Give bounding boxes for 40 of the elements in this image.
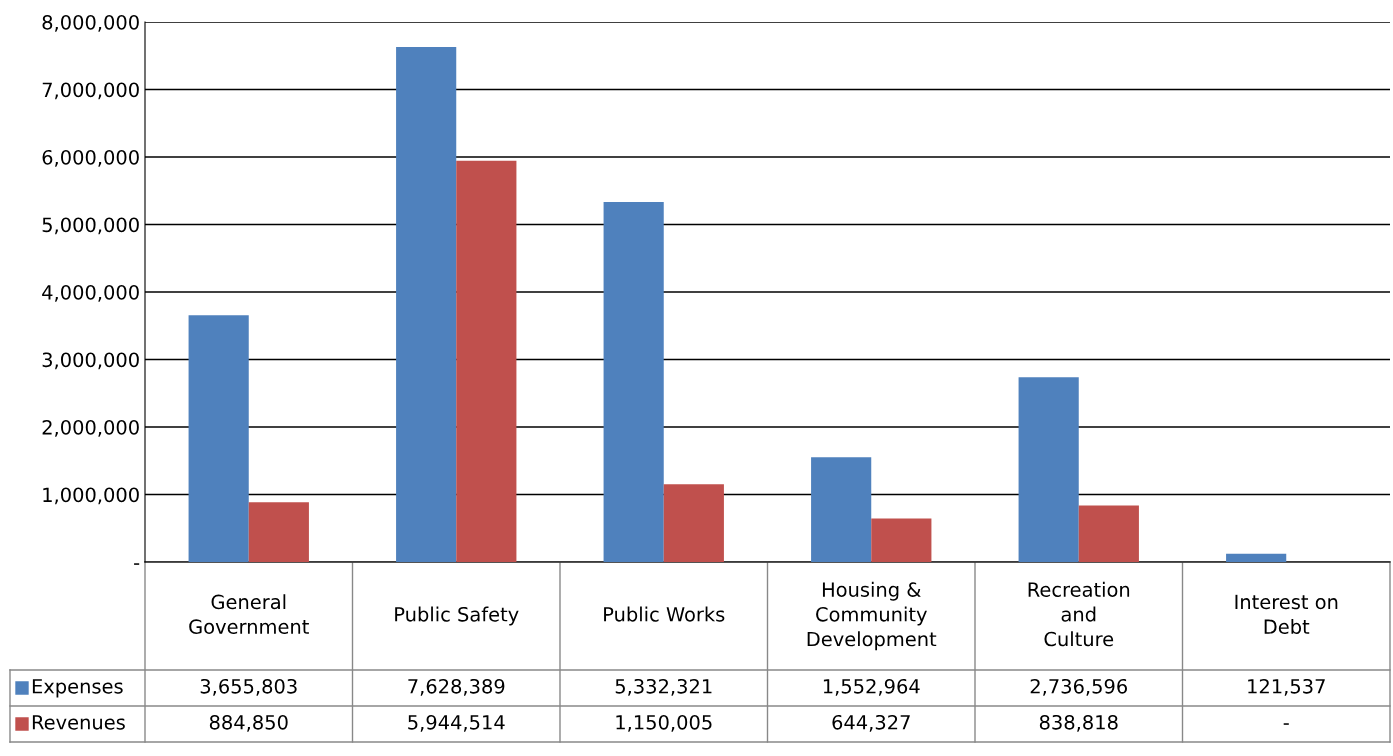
- y-tick-label: 4,000,000: [42, 284, 139, 302]
- data-label: 884,850: [209, 714, 288, 732]
- bar: [248, 502, 309, 562]
- y-tick-label: 5,000,000: [42, 217, 139, 235]
- data-label: -: [1283, 723, 1289, 725]
- x-tick-label: Recreation and Culture: [1028, 581, 1130, 647]
- x-tick-label: Housing & Community Development: [807, 581, 937, 651]
- bar: [603, 202, 664, 562]
- x-tick-label: Public Safety: [395, 606, 519, 626]
- data-label: 121,537: [1248, 678, 1325, 696]
- legend-label: Revenues: [32, 715, 125, 730]
- bar: [871, 518, 932, 562]
- y-tick-label: 2,000,000: [42, 419, 139, 437]
- data-label: 838,818: [1039, 714, 1118, 732]
- y-tick-label: 6,000,000: [42, 149, 139, 167]
- x-tick-label: Public Works: [604, 606, 725, 622]
- bar: [1226, 553, 1287, 562]
- data-label: 2,736,596: [1030, 678, 1128, 696]
- data-label: 644,327: [832, 714, 910, 732]
- bar: [188, 315, 249, 562]
- y-tick-label: 3,000,000: [42, 352, 139, 370]
- bar: [1078, 505, 1139, 562]
- y-tick-label: 7,000,000: [42, 82, 139, 100]
- data-label: 1,150,005: [616, 714, 712, 732]
- y-tick-label: 1,000,000: [43, 487, 139, 505]
- data-label: 5,944,514: [408, 714, 505, 732]
- bar: [811, 457, 872, 562]
- data-label: 5,332,321: [615, 678, 712, 696]
- legend-label: Expenses: [32, 679, 123, 698]
- x-tick-label: Interest on Debt: [1235, 594, 1338, 635]
- bar: [1018, 377, 1079, 562]
- bar: [663, 484, 724, 562]
- bar: [456, 160, 517, 562]
- y-tick-label: -: [134, 563, 140, 565]
- y-tick-label: 8,000,000: [42, 14, 139, 32]
- data-label: 7,628,389: [408, 678, 505, 696]
- data-label: 1,552,964: [823, 678, 920, 696]
- data-label: 3,655,803: [200, 678, 297, 696]
- bar: [396, 47, 457, 562]
- x-tick-label: General Government: [189, 594, 309, 635]
